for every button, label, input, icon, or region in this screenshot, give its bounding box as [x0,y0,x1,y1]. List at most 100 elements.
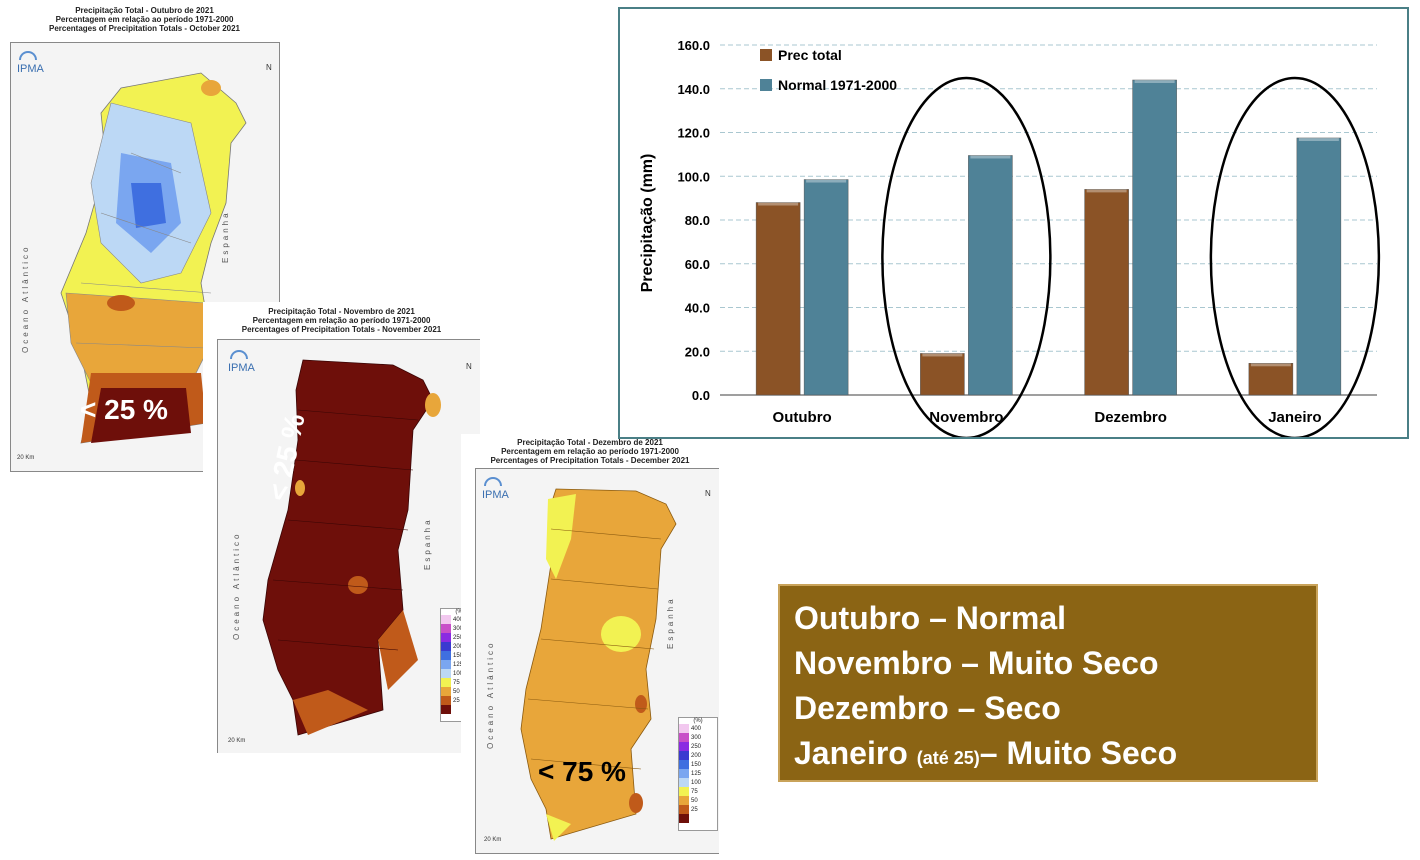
map-title-line: Percentages of Precipitation Totals - Oc… [48,24,241,33]
legend-row: 400 [679,724,717,733]
legend-label: 125 [453,661,464,668]
legend-row: 50 [441,687,479,696]
y-tick-label: 120.0 [677,126,710,141]
legend-row: 125 [679,769,717,778]
legend-swatch [679,805,689,814]
precipitation-chart: Precipitação (mm) 0.0 20.0 40.0 60.0 80.0 100… [618,7,1409,440]
legend-row: 200 [679,751,717,760]
legend-row: 250 [441,633,479,642]
summary-box: Outubro – Normal Novembro – Muito Seco D… [778,584,1318,782]
north-arrow-icon: N [705,489,711,498]
ipma-logo-arc [230,350,248,359]
legend-swatch [441,669,451,678]
legend-swatch [441,615,451,624]
ocean-label: Oceano Atlântico [232,531,241,640]
map-october-title: Precipitação Total - Outubro de 2021 Per… [8,6,281,33]
ipma-logo: IPMA [17,63,44,75]
legend-row [679,814,717,823]
y-tick-label: 100.0 [677,169,710,184]
bar-highlight [1250,363,1291,367]
legend-label: 150 [691,761,702,768]
bar-highlight [806,179,847,183]
legend-swatch [679,742,689,751]
north-arrow-icon: N [266,63,272,72]
legend-title: (%) [455,609,465,615]
legend-swatch [441,687,451,696]
legend-label: 50 [453,688,460,695]
legend-swatch [679,814,689,823]
legend-label: 25 [691,806,698,813]
legend-row: 400 [441,615,479,624]
bar-normal-1971-2000 [1132,79,1177,396]
x-tick-label: Outubro [773,409,832,426]
legend-swatch [679,787,689,796]
bar-normal-1971-2000 [968,155,1013,396]
x-tick-label: Novembro [929,409,1003,426]
precipitation-bar-chart: Precipitação (mm) 0.0 20.0 40.0 60.0 80.0 100… [639,38,1381,440]
north-arrow-icon: N [466,362,472,371]
legend-label: 400 [691,725,702,732]
legend-swatch [679,733,689,742]
map-november-title: Precipitação Total - Novembro de 2021 Pe… [203,307,480,334]
y-tick-label: 140.0 [677,82,710,97]
legend-label: 150 [453,652,464,659]
legend-row: 100 [679,778,717,787]
map-title-line: Precipitação Total - Outubro de 2021 [75,6,214,15]
spain-label: Espanha [666,596,675,649]
map-december-frame: IPMA N Oceano Atlântico Espanha 20 Km (%… [475,468,719,854]
legend-swatch [679,778,689,787]
x-tick-label: Dezembro [1094,409,1167,426]
legend-row: 250 [679,742,717,751]
spain-label: Espanha [423,517,432,570]
map-title-line: Percentages of Precipitation Totals - No… [241,325,442,334]
legend-swatch [441,705,451,714]
legend-row: 75 [679,787,717,796]
y-tick-label: 80.0 [685,213,710,228]
map-november: Precipitação Total - Novembro de 2021 Pe… [203,302,480,753]
ipma-logo-arc [19,51,37,60]
map-title-line: Percentages of Precipitation Totals - De… [490,456,690,465]
legend-label: Normal 1971-2000 [778,77,897,93]
summary-january: Janeiro (até 25)– Muito Seco [794,731,1302,781]
legend-row: 50 [679,796,717,805]
legend-row: 100 [441,669,479,678]
summary-october: Outubro – Normal [794,600,1067,636]
y-tick-label: 20.0 [685,344,710,359]
legend-label: 75 [691,788,698,795]
ocean-label: Oceano Atlântico [21,244,30,353]
map-title-line: Percentagem em relação ao período 1971-2… [252,316,431,325]
legend-swatch [441,633,451,642]
legend-label: 250 [691,743,702,750]
legend-swatch [441,651,451,660]
legend-label: 100 [453,670,464,677]
map-december-title: Precipitação Total - Dezembro de 2021 Pe… [461,438,719,465]
december-overlay-label: < 75 % [538,756,626,787]
bar-highlight [922,353,963,357]
legend-swatch [679,769,689,778]
legend-row: 125 [441,660,479,669]
legend-label: 250 [453,634,464,641]
highlight-ellipse [881,76,1052,440]
legend-label: 300 [453,625,464,632]
legend-swatch [679,796,689,805]
scale-bar: 20 Km [228,738,246,744]
legend-row: 150 [441,651,479,660]
scale-bar: 20 Km [484,837,502,843]
summary-november: Novembro – Muito Seco [794,645,1159,681]
bar-normal-1971-2000 [1296,137,1342,396]
legend-swatch [441,660,451,669]
y-tick-label: 40.0 [685,301,710,316]
legend-label: 25 [453,697,460,704]
map-december: Precipitação Total - Dezembro de 2021 Pe… [461,434,719,854]
october-overlay-label: < 25 % [80,394,168,425]
legend-label: 300 [691,734,702,741]
map-november-frame: IPMA N Oceano Atlântico Espanha 20 Km (%… [217,339,480,753]
legend-swatch [760,79,772,91]
highlight-ellipse [1209,76,1381,440]
legend-swatch [441,624,451,633]
y-tick-label: 60.0 [685,257,710,272]
legend-swatch [441,642,451,651]
y-axis-label: Precipitação (mm) [639,154,656,293]
bar-highlight [1134,80,1175,83]
bar-prec-total [755,202,801,396]
